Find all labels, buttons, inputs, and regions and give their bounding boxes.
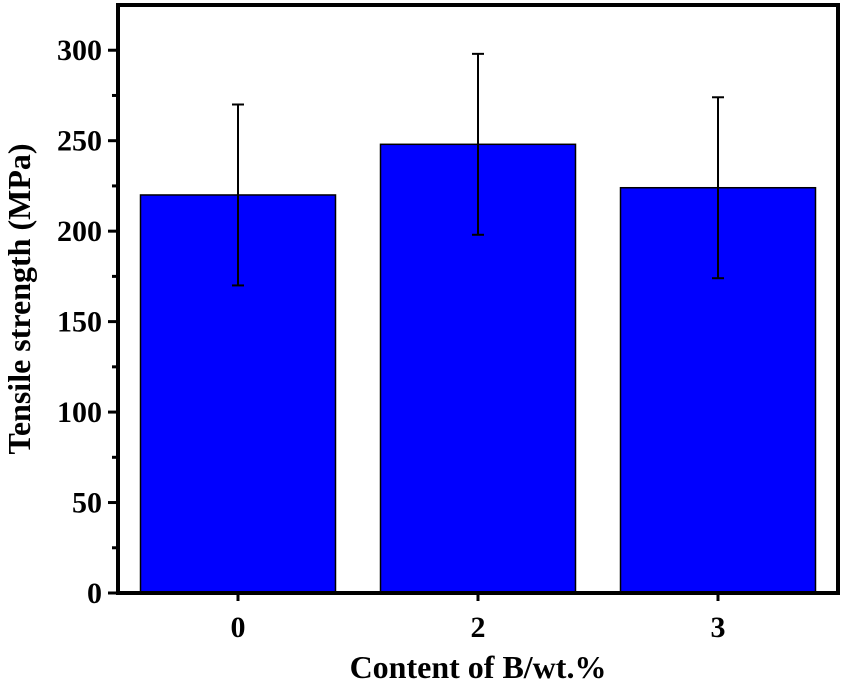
error-bar-2 xyxy=(472,52,484,236)
x-axis: 0 2 3 xyxy=(231,593,726,644)
error-bar-3 xyxy=(712,96,724,280)
error-bars-layer xyxy=(232,52,724,287)
x-tick-label: 3 xyxy=(711,611,726,644)
error-bar-0 xyxy=(232,103,244,287)
y-tick-label: 300 xyxy=(57,34,102,67)
y-axis-title: Tensile strength (MPa) xyxy=(1,143,37,454)
y-tick-label: 150 xyxy=(57,306,102,339)
x-tick-label: 0 xyxy=(231,611,246,644)
y-tick-label: 50 xyxy=(72,487,102,520)
y-tick-label: 250 xyxy=(57,125,102,158)
y-tick-label: 100 xyxy=(57,396,102,429)
y-axis: 0 50 100 150 200 250 300 xyxy=(57,34,118,610)
y-tick-label: 200 xyxy=(57,215,102,248)
x-tick-label: 2 xyxy=(471,611,486,644)
y-tick-label: 0 xyxy=(87,577,102,610)
x-axis-title: Content of B/wt.% xyxy=(350,649,607,685)
